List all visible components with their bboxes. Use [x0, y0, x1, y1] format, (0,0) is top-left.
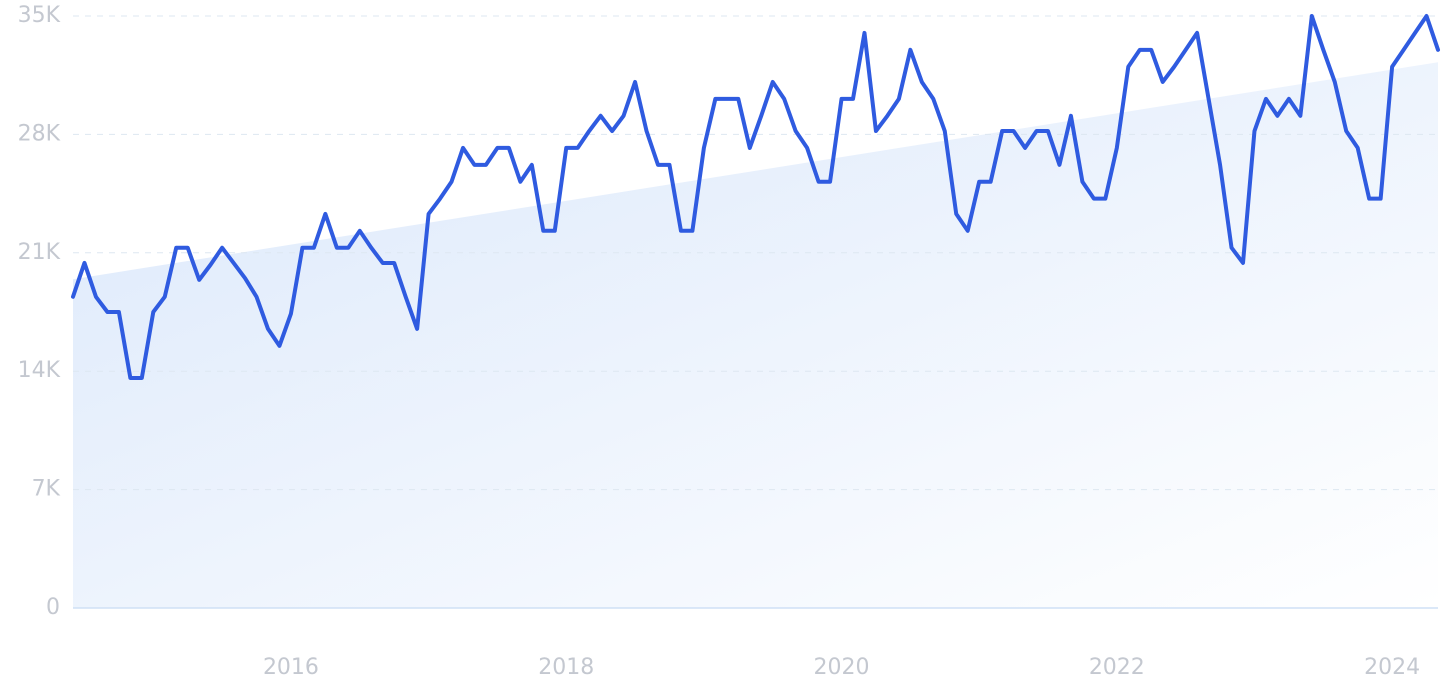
y-tick-label: 7K	[32, 477, 61, 502]
x-tick-label: 2018	[538, 655, 594, 680]
x-tick-label: 2016	[263, 655, 319, 680]
data-line	[71, 14, 1440, 380]
x-tick-label: 2020	[814, 655, 870, 680]
y-tick-label: 14K	[18, 358, 61, 383]
y-tick-label: 35K	[18, 3, 61, 28]
trend-area	[73, 62, 1438, 608]
y-tick-label: 0	[46, 595, 60, 620]
y-tick-label: 28K	[18, 121, 61, 146]
y-tick-label: 21K	[18, 240, 61, 265]
x-tick-label: 2022	[1089, 655, 1145, 680]
x-tick-label: 2024	[1364, 655, 1420, 680]
